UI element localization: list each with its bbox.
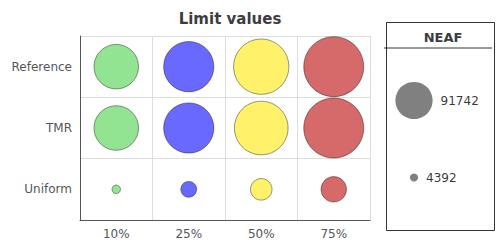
svg-text:TMR: TMR [45, 121, 72, 135]
svg-text:25%: 25% [175, 227, 202, 241]
svg-text:Uniform: Uniform [24, 182, 72, 196]
svg-text:50%: 50% [248, 227, 275, 241]
svg-text:Limit values: Limit values [179, 10, 282, 28]
svg-text:NEAF: NEAF [424, 30, 463, 45]
svg-text:91742: 91742 [441, 94, 479, 108]
svg-text:Reference: Reference [12, 60, 72, 74]
svg-text:4392: 4392 [426, 171, 457, 185]
svg-text:10%: 10% [103, 227, 130, 241]
svg-text:75%: 75% [320, 227, 347, 241]
